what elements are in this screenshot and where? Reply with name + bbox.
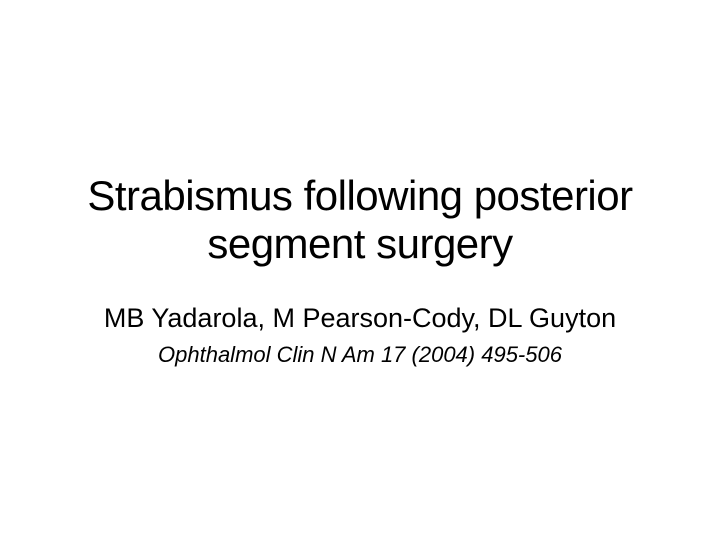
slide-title: Strabismus following posterior segment s… <box>40 172 680 269</box>
slide-citation: Ophthalmol Clin N Am 17 (2004) 495-506 <box>40 342 680 368</box>
slide-authors: MB Yadarola, M Pearson-Cody, DL Guyton <box>40 302 680 334</box>
